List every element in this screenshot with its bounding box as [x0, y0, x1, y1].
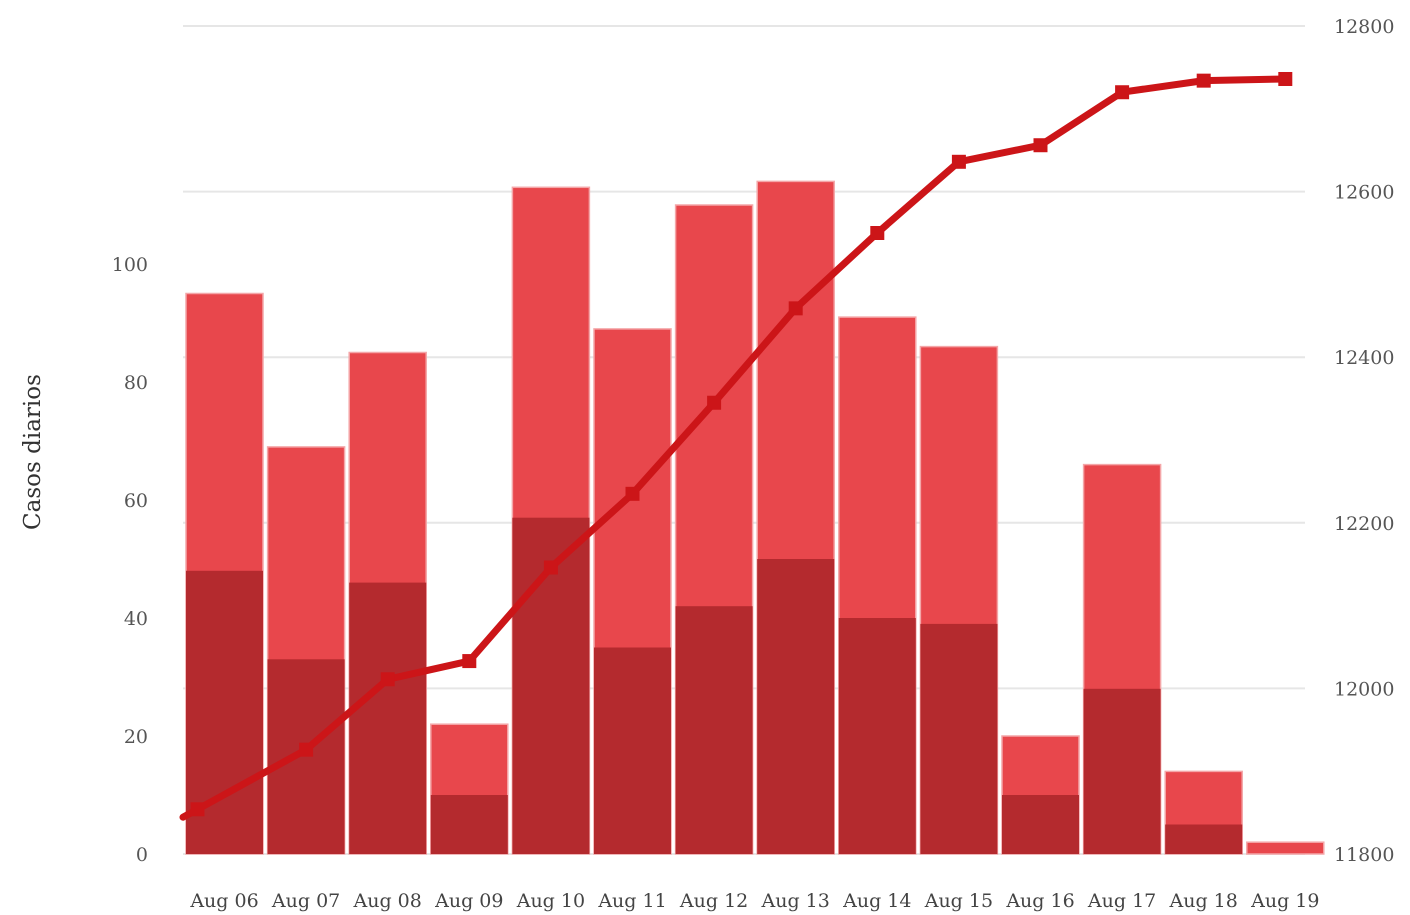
- line-point: [543, 560, 558, 575]
- line-point: [462, 654, 477, 669]
- line-point: [299, 742, 314, 757]
- right-axis-tick-label: 12400: [1334, 347, 1394, 369]
- bar-subset: [1165, 824, 1243, 854]
- line-point: [1033, 138, 1048, 153]
- line-point: [380, 672, 395, 687]
- bar-subset: [757, 559, 835, 854]
- x-axis-tick-label: Aug 06: [189, 890, 258, 912]
- line-point: [870, 226, 885, 240]
- x-axis-tick-label: Aug 18: [1169, 890, 1238, 912]
- line-point: [1278, 71, 1293, 86]
- left-axis-tick-label: 0: [136, 844, 148, 866]
- line-point: [190, 802, 205, 817]
- x-axis-tick-label: Aug 12: [679, 890, 748, 912]
- bar-layer: [185, 180, 1325, 855]
- line-point: [1115, 85, 1130, 100]
- right-axis-tick-label: 12600: [1334, 182, 1394, 204]
- line-point: [625, 486, 640, 501]
- bar-subset: [1083, 688, 1161, 854]
- left-axis-tick-label: 20: [124, 726, 148, 748]
- bar-subset: [594, 647, 671, 854]
- bar-subset: [349, 582, 427, 854]
- line-layer: [179, 71, 1293, 821]
- line-point: [707, 395, 722, 410]
- right-axis-tick-label: 12800: [1334, 16, 1394, 38]
- x-axis-tick-label: Aug 07: [271, 890, 340, 912]
- right-axis-tick-label: 11800: [1334, 844, 1394, 866]
- bar-subset: [838, 618, 916, 854]
- left-axis-tick-label: 80: [124, 372, 148, 394]
- x-axis-tick-label: Aug 14: [842, 890, 911, 912]
- right-axis-tick-label: 12200: [1334, 513, 1394, 535]
- bar-subset: [675, 606, 753, 854]
- bar-subset: [1002, 795, 1079, 854]
- x-axis-tick-label: Aug 08: [353, 890, 422, 912]
- left-axis-tick-label: 60: [124, 490, 148, 512]
- x-axis-tick-label: Aug 11: [597, 890, 666, 912]
- x-axis-tick-label: Aug 09: [434, 890, 503, 912]
- x-axis-tick-label: Aug 19: [1250, 890, 1319, 912]
- x-axis-tick-label: Aug 17: [1087, 890, 1156, 912]
- axis-layer: 11800 12000 12200 12400 12600 12800 0 20 40 60 80 1…: [112, 16, 1395, 912]
- right-axis-tick-label: 12000: [1334, 678, 1394, 700]
- x-axis-tick-label: Aug 13: [761, 890, 830, 912]
- left-axis-tick-label: 40: [124, 608, 148, 630]
- bar-subset: [430, 795, 508, 854]
- line-point: [788, 301, 803, 316]
- bar-subset: [920, 623, 998, 854]
- x-axis-tick-label: Aug 10: [516, 890, 585, 912]
- line-point: [1196, 73, 1211, 88]
- line-point: [951, 154, 966, 169]
- bar-total: [1246, 841, 1325, 855]
- left-axis-tick-label: 100: [112, 254, 148, 276]
- x-axis-tick-label: Aug 15: [924, 890, 993, 912]
- y-axis-label: Casos diarios: [20, 374, 46, 530]
- x-axis-tick-label: Aug 16: [1005, 890, 1074, 912]
